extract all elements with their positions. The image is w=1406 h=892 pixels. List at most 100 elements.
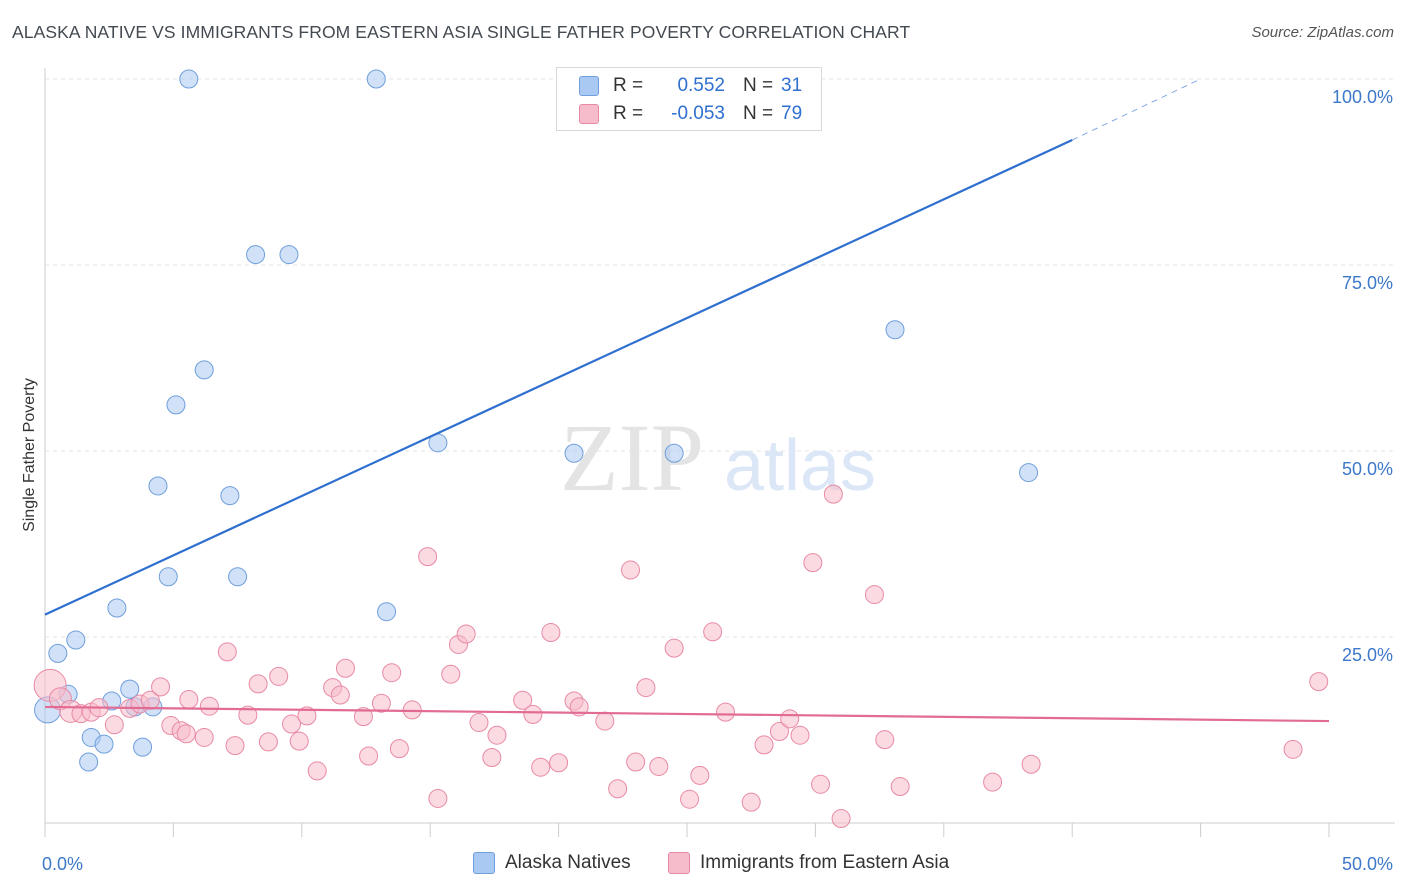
- immigrants-point: [864, 585, 884, 605]
- stats-row-alaska: R = 0.552 N = 31: [579, 74, 802, 98]
- alaska-point: [664, 443, 684, 463]
- y-tick-label: 25.0%: [1342, 645, 1393, 665]
- immigrants-point: [780, 709, 800, 729]
- immigrants-point: [140, 690, 160, 710]
- immigrants-point: [595, 711, 615, 731]
- alaska-point: [120, 679, 140, 699]
- immigrants-point: [1283, 739, 1303, 759]
- legend-item-immigrants[interactable]: Immigrants from Eastern Asia: [668, 852, 949, 874]
- immigrants-point: [176, 724, 196, 744]
- immigrants-point: [790, 725, 810, 745]
- source-label: Source: ZipAtlas.com: [1251, 24, 1394, 41]
- r-value: -0.053: [671, 103, 725, 124]
- immigrants-point: [531, 757, 551, 777]
- immigrants-swatch: [668, 852, 690, 874]
- immigrants-point: [428, 788, 448, 808]
- immigrants-point: [330, 685, 350, 705]
- immigrants-point: [104, 715, 124, 735]
- immigrants-point: [371, 693, 391, 713]
- watermark-atlas: atlas: [724, 426, 876, 506]
- alaska-trend-line: [44, 139, 1073, 616]
- alaska-point: [366, 69, 386, 89]
- stats-legend: R = 0.552 N = 31 R = -0.053 N = 79: [556, 67, 822, 131]
- r-value: 0.552: [677, 75, 725, 96]
- y-tick-label: 100.0%: [1332, 87, 1393, 107]
- immigrants-trend-line: [44, 705, 1330, 723]
- gridlines: [45, 78, 1395, 638]
- alaska-point: [279, 245, 299, 265]
- immigrants-point: [741, 792, 761, 812]
- immigrants-point: [389, 739, 409, 759]
- immigrants-point: [983, 772, 1003, 792]
- series-legend: Alaska Natives Immigrants from Eastern A…: [0, 848, 1406, 880]
- immigrants-point: [541, 623, 561, 643]
- legend-label: Immigrants from Eastern Asia: [700, 852, 950, 873]
- immigrants-point: [151, 677, 171, 697]
- x-tick-label: 0.0%: [42, 854, 83, 874]
- alaska-point: [158, 567, 178, 587]
- alaska-point: [66, 630, 86, 650]
- immigrants-point: [217, 642, 237, 662]
- immigrants-point: [199, 696, 219, 716]
- alaska-point: [220, 486, 240, 506]
- trend-lines: [44, 78, 1330, 723]
- alaska-swatch: [473, 852, 495, 874]
- immigrants-point: [626, 752, 646, 772]
- alaska-point: [885, 320, 905, 340]
- alaska-swatch: [579, 76, 599, 96]
- r-label: R =: [613, 75, 644, 96]
- immigrants-point: [664, 638, 684, 658]
- immigrants-point: [569, 697, 589, 717]
- immigrants-point: [359, 746, 379, 766]
- n-value: 79: [781, 103, 803, 124]
- n-label: N =: [743, 103, 774, 124]
- immigrants-point: [469, 713, 489, 733]
- alaska-point: [148, 476, 168, 496]
- immigrants-point: [831, 809, 851, 829]
- immigrants-point: [456, 624, 476, 644]
- immigrants-point: [621, 560, 641, 580]
- immigrants-point: [353, 707, 373, 727]
- chart-title: ALASKA NATIVE VS IMMIGRANTS FROM EASTERN…: [12, 22, 911, 42]
- alaska-point: [246, 245, 266, 265]
- immigrants-point: [289, 731, 309, 751]
- immigrants-point: [248, 674, 268, 694]
- immigrants-point: [297, 706, 317, 726]
- alaska-point: [1019, 463, 1039, 483]
- immigrants-point: [716, 702, 736, 722]
- immigrants-swatch: [579, 104, 599, 124]
- x-tick-label: 50.0%: [1342, 854, 1393, 874]
- immigrants-point: [636, 678, 656, 698]
- y-tick-label: 75.0%: [1342, 273, 1393, 293]
- immigrants-point: [1309, 672, 1329, 692]
- immigrants-point: [769, 721, 789, 741]
- legend-label: Alaska Natives: [505, 852, 631, 873]
- alaska-point: [564, 443, 584, 463]
- immigrants-point: [382, 663, 402, 683]
- immigrants-point: [335, 658, 355, 678]
- immigrants-point: [258, 732, 278, 752]
- immigrants-point: [875, 730, 895, 750]
- r-label: R =: [613, 103, 644, 124]
- immigrants-point: [608, 779, 628, 799]
- alaska-point: [377, 602, 397, 622]
- immigrants-point: [513, 690, 533, 710]
- immigrants-point: [811, 774, 831, 794]
- alaska-point: [179, 69, 199, 89]
- immigrants-point: [307, 761, 327, 781]
- immigrants-point: [690, 765, 710, 785]
- immigrants-point: [703, 622, 723, 642]
- alaska-point: [228, 567, 248, 587]
- immigrants-point: [418, 547, 438, 567]
- immigrants-point: [890, 777, 910, 797]
- alaska-point: [194, 360, 214, 380]
- immigrants-point: [441, 664, 461, 684]
- immigrants-point: [523, 704, 543, 724]
- immigrants-point: [482, 748, 502, 768]
- legend-item-alaska[interactable]: Alaska Natives: [473, 852, 631, 874]
- immigrants-point: [238, 705, 258, 725]
- y-tick-labels: 25.0% 50.0% 75.0% 100.0%: [1332, 87, 1393, 665]
- n-value: 31: [781, 75, 803, 96]
- immigrants-point: [754, 735, 774, 755]
